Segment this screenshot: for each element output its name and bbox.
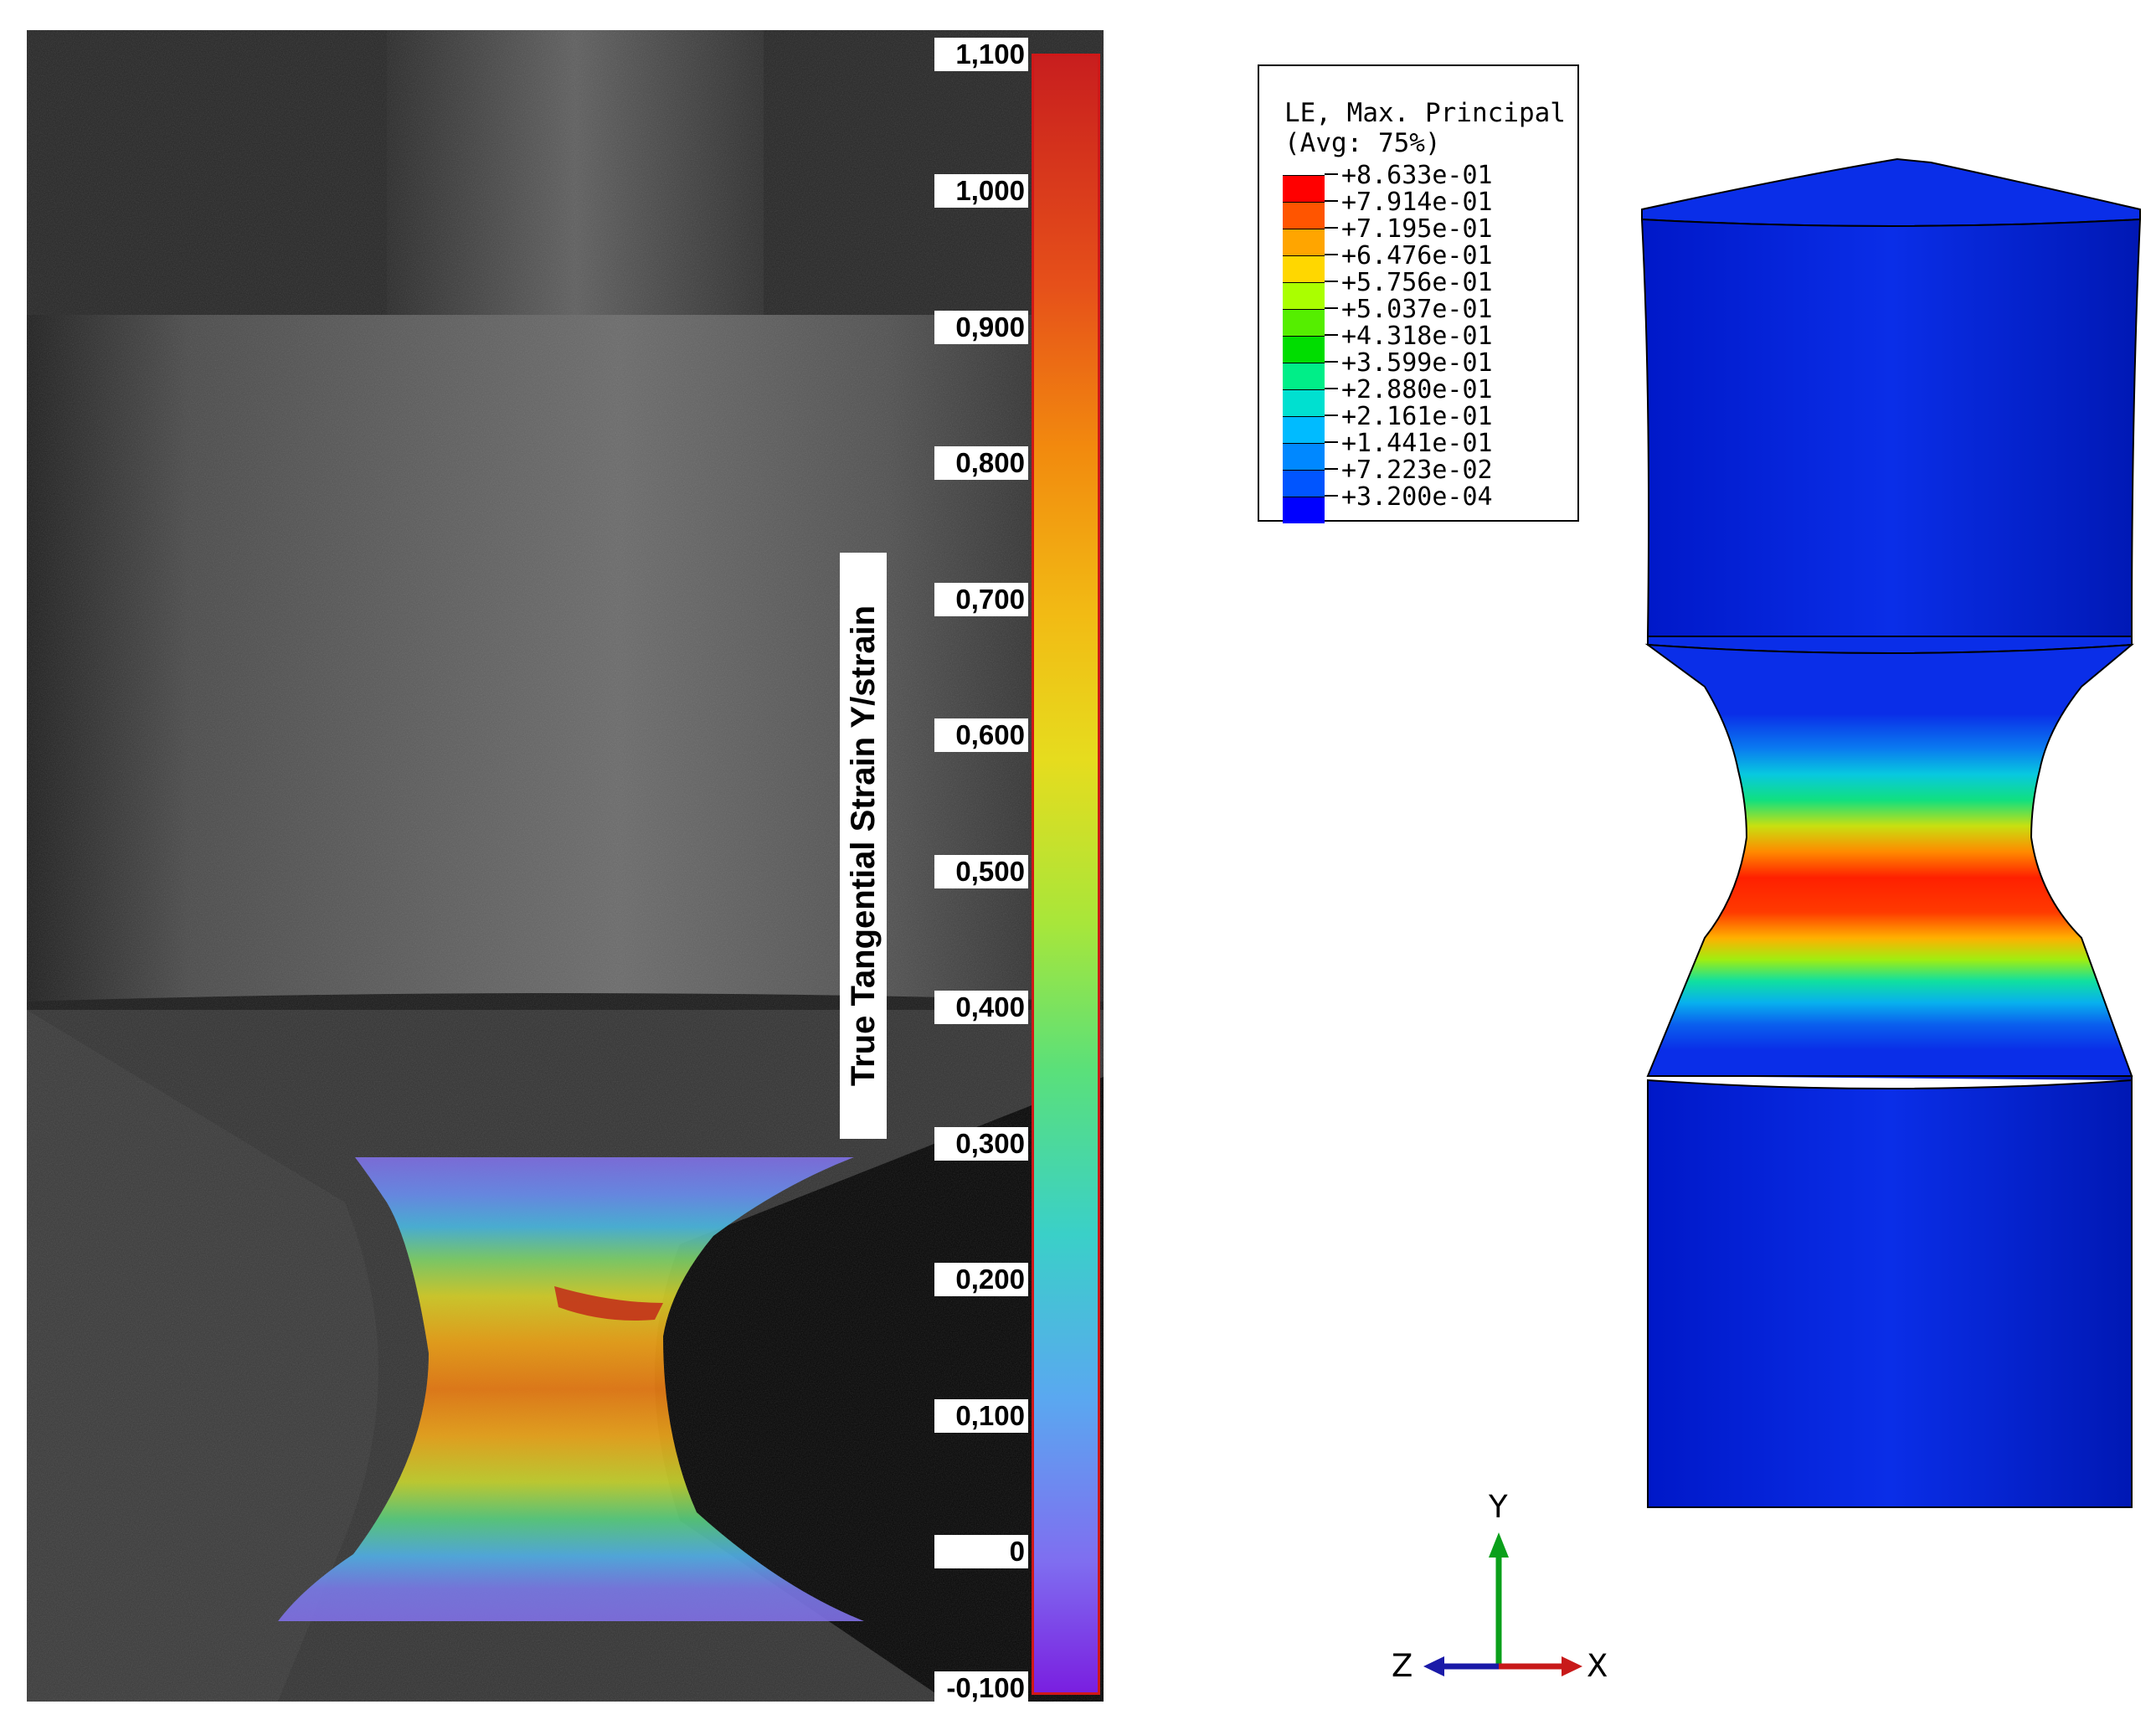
legend-value: +7.223e-02 [1341, 456, 1493, 485]
legend-row: +4.318e-01 [1283, 322, 1567, 363]
legend-value: +3.200e-04 [1341, 482, 1493, 512]
legend-tick [1325, 227, 1338, 229]
tick-label: 0 [934, 1535, 1028, 1568]
legend-row: +7.195e-01 [1283, 214, 1567, 255]
legend-swatch [1283, 470, 1325, 497]
legend-tick [1325, 281, 1338, 282]
legend-tick [1325, 200, 1338, 202]
legend-swatch [1283, 282, 1325, 309]
legend-row: +6.476e-01 [1283, 241, 1567, 282]
dic-colorbar [1032, 54, 1100, 1695]
legend-row: +7.914e-01 [1283, 188, 1567, 229]
legend-row: +2.161e-01 [1283, 402, 1567, 443]
tick-label: 0,600 [934, 718, 1028, 752]
legend-tick [1325, 361, 1338, 363]
triad-y-label: Y [1489, 1489, 1508, 1525]
colorbar-axis-title: True Tangential Strain Y/strain [840, 553, 887, 1139]
legend-swatch [1283, 416, 1325, 443]
legend-swatch [1283, 255, 1325, 282]
legend-tick [1325, 495, 1338, 497]
tick-label: 1,000 [934, 174, 1028, 208]
legend-value: +3.599e-01 [1341, 348, 1493, 378]
legend-subtitle: (Avg: 75%) [1284, 128, 1441, 158]
legend-row: +2.880e-01 [1283, 375, 1567, 416]
legend-tick [1325, 415, 1338, 416]
tick-label: 0,800 [934, 446, 1028, 480]
legend-row: +7.223e-02 [1283, 456, 1567, 497]
legend-tick [1325, 334, 1338, 336]
legend-value: +7.914e-01 [1341, 188, 1493, 217]
legend-value: +2.880e-01 [1341, 375, 1493, 404]
coordinate-triad: Y Z X [1373, 1489, 1608, 1696]
tick-label: 0,400 [934, 991, 1028, 1024]
legend-value: +8.633e-01 [1341, 161, 1493, 190]
legend-swatch [1283, 202, 1325, 229]
legend-tick [1325, 441, 1338, 443]
legend-tick [1325, 307, 1338, 309]
legend-swatch [1283, 229, 1325, 255]
tick-label: 0,200 [934, 1263, 1028, 1296]
dic-strain-overlay [278, 1157, 864, 1621]
legend-value: +5.756e-01 [1341, 268, 1493, 297]
legend-swatch [1283, 336, 1325, 363]
tick-label: -0,100 [934, 1671, 1028, 1705]
legend-tick [1325, 254, 1338, 255]
legend-swatch [1283, 175, 1325, 202]
legend-value: +2.161e-01 [1341, 402, 1493, 431]
legend-value: +7.195e-01 [1341, 214, 1493, 244]
legend-row: +5.756e-01 [1283, 268, 1567, 309]
tick-label: 0,700 [934, 583, 1028, 616]
legend-value: +4.318e-01 [1341, 322, 1493, 351]
tick-label: 0,900 [934, 311, 1028, 344]
fem-specimen-model [1629, 151, 2148, 1520]
legend-tick [1325, 173, 1338, 175]
legend-value: +1.441e-01 [1341, 429, 1493, 458]
legend-swatch [1283, 309, 1325, 336]
legend-tick [1325, 388, 1338, 389]
tick-label: 0,100 [934, 1399, 1028, 1433]
legend-row: +8.633e-01 [1283, 161, 1567, 202]
tick-label: 1,100 [934, 38, 1028, 71]
legend-row: +1.441e-01 [1283, 429, 1567, 470]
legend-swatch [1283, 363, 1325, 389]
tick-label: 0,300 [934, 1127, 1028, 1161]
legend-row: +5.037e-01 [1283, 295, 1567, 336]
legend-row: +3.200e-04 [1283, 482, 1567, 523]
tick-label: 0,500 [934, 855, 1028, 888]
legend-swatch [1283, 443, 1325, 470]
legend-title: LE, Max. Principal [1284, 98, 1566, 128]
triad-x-label: X [1587, 1648, 1608, 1684]
legend-row: +3.599e-01 [1283, 348, 1567, 389]
dic-specimen-photo [27, 30, 1104, 1702]
triad-axes [1423, 1532, 1582, 1676]
legend-value: +5.037e-01 [1341, 295, 1493, 324]
triad-z-label: Z [1392, 1648, 1413, 1684]
fem-legend: LE, Max. Principal (Avg: 75%) +8.633e-01… [1258, 64, 1579, 523]
legend-tick [1325, 468, 1338, 470]
dic-photo-panel [27, 30, 1104, 1702]
legend-swatch [1283, 389, 1325, 416]
legend-value: +6.476e-01 [1341, 241, 1493, 270]
fem-mesh [1640, 157, 2142, 1508]
legend-swatch [1283, 497, 1325, 523]
